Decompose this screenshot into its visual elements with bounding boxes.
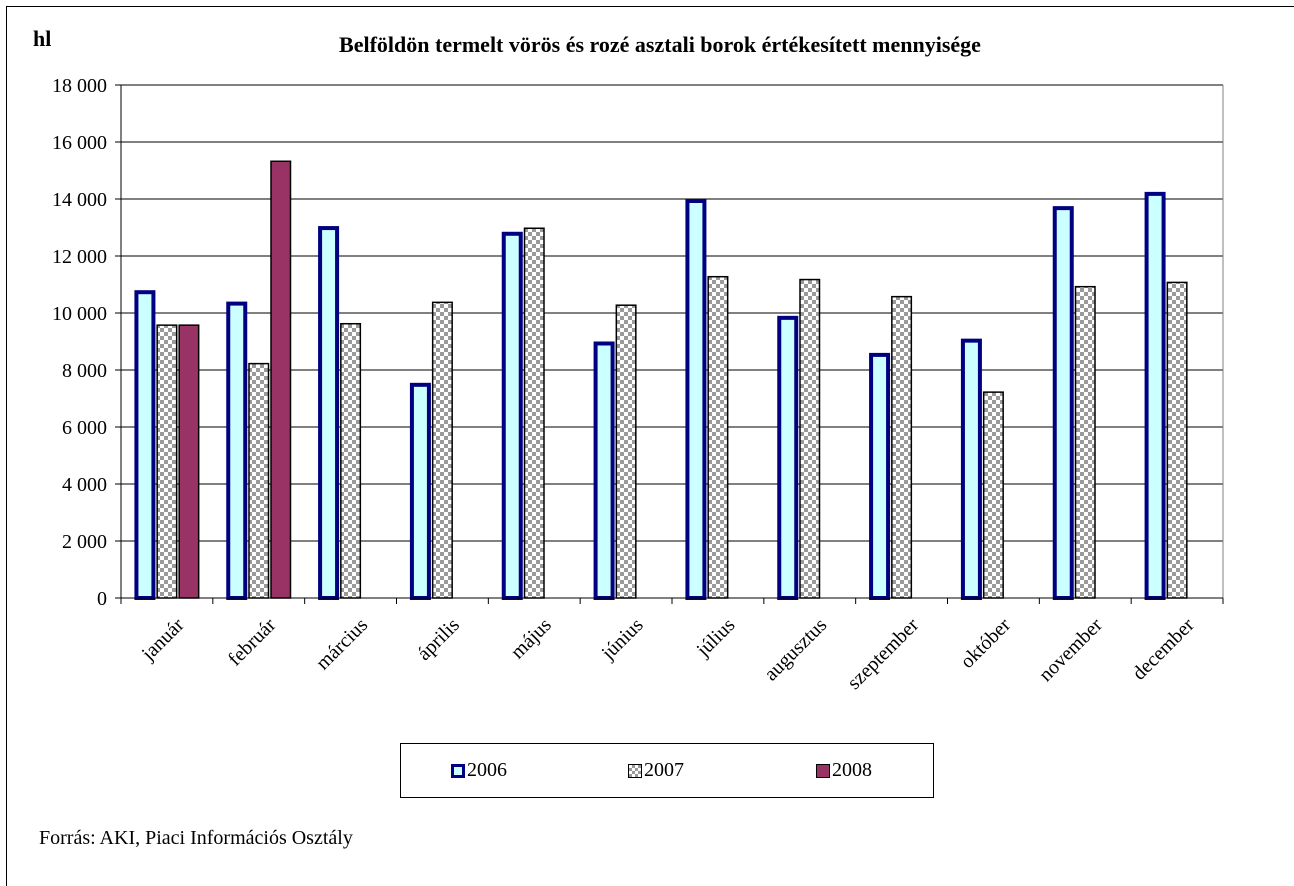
y-tick-label: 12 000 (52, 246, 107, 268)
x-tick-label: augusztus (760, 614, 831, 685)
legend-swatch-2006 (451, 763, 465, 778)
gridlines (121, 84, 1224, 598)
legend-label-2008: 2008 (832, 759, 872, 781)
bar-2007-november (1074, 285, 1096, 599)
legend-item-2007: 2007 (628, 759, 684, 782)
bar-2006-november (1052, 206, 1074, 600)
x-tick-label: július (692, 614, 740, 662)
bar-2007-december (1166, 281, 1188, 599)
bars (134, 160, 1188, 601)
y-axis-unit: hl (33, 26, 51, 51)
y-tick-label: 6 000 (62, 417, 107, 439)
bar-2007-március (340, 322, 362, 599)
x-tick-label: december (1128, 614, 1199, 685)
bar-2006-január (134, 290, 156, 600)
bar-2007-május (523, 227, 545, 599)
chart-frame (6, 6, 1294, 886)
bar-2007-április (431, 301, 453, 599)
legend-swatch-2008 (816, 763, 830, 778)
legend: 2006 2007 2008 (400, 743, 934, 798)
x-tick-label: október (956, 614, 1015, 673)
bar-2006-április (409, 382, 431, 601)
bar-2007-január (156, 324, 178, 599)
bar-2008-január (178, 324, 200, 599)
bar-2006-március (318, 226, 340, 600)
x-tick-label: november (1035, 614, 1107, 686)
bar-2006-május (501, 231, 523, 600)
bar-2007-június (615, 304, 637, 599)
source-note: Forrás: AKI, Piaci Információs Osztály (39, 827, 353, 849)
x-tick-label: május (506, 614, 555, 663)
legend-item-2008: 2008 (816, 759, 872, 782)
x-tick-label: február (224, 614, 281, 671)
bar-2006-december (1144, 191, 1166, 600)
legend-label-2007: 2007 (644, 759, 684, 781)
bar-2006-augusztus (777, 315, 799, 600)
bar-2006-október (960, 338, 982, 600)
bar-2007-február (248, 362, 270, 599)
x-tick-label: április (413, 614, 464, 665)
y-tick-label: 8 000 (62, 360, 107, 382)
bar-2008-február (270, 160, 292, 599)
x-tick-label: június (597, 614, 648, 665)
bar-2006-június (593, 341, 615, 600)
y-tick-label: 16 000 (52, 132, 107, 154)
y-tick-label: 14 000 (52, 189, 107, 211)
legend-label-2006: 2006 (467, 759, 507, 781)
y-tick-label: 0 (97, 588, 107, 610)
bar-2006-február (226, 301, 248, 600)
legend-swatch-2007 (628, 763, 642, 778)
bar-2006-szeptember (869, 352, 891, 600)
bar-2007-szeptember (891, 295, 913, 599)
legend-item-2006: 2006 (451, 759, 507, 782)
x-tick-label: szeptember (843, 614, 923, 694)
y-tick-label: 2 000 (62, 531, 107, 553)
y-tick-label: 18 000 (52, 75, 107, 97)
bar-2007-augusztus (799, 278, 821, 599)
y-tick-label: 10 000 (52, 303, 107, 325)
bar-2007-július (707, 275, 729, 599)
chart-title: Belföldön termelt vörös és rozé asztali … (339, 32, 981, 57)
bar-2007-október (982, 391, 1004, 599)
bar-2006-július (685, 199, 707, 600)
x-tick-label: március (312, 614, 372, 674)
y-tick-label: 4 000 (62, 474, 107, 496)
x-tick-label: január (137, 614, 189, 666)
